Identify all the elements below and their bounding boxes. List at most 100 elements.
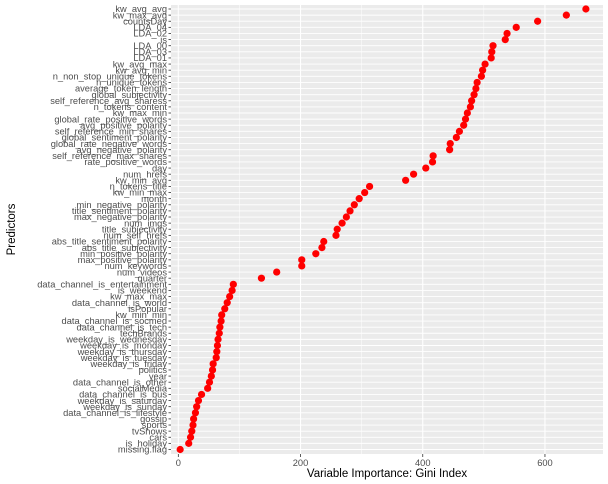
y-tick-label: LDA_03 [133,47,167,57]
importance-point [217,317,225,325]
importance-point [194,396,203,405]
importance-point [489,42,497,50]
y-tick-label: is [160,35,167,45]
y-tick-label: self_reference_max_shares [52,151,167,161]
importance-point [193,403,201,411]
y-tick-label: sports [142,420,168,430]
importance-point [350,201,358,209]
y-tick-label: num_hrefs [123,169,167,179]
importance-point [298,256,306,264]
y-tick-label: politics [139,365,168,375]
importance-point [298,262,306,270]
importance-point [176,445,184,454]
importance-point [191,409,200,417]
y-tick-label: weekday_is_saturday [77,396,168,406]
x-tick-label: 400 [415,458,431,468]
grid-lines [171,5,603,454]
importance-point [534,17,542,25]
y-tick-label: kw_max_avg [113,10,167,20]
y-tick-label: self_reference_avg_sharess [50,96,167,106]
importance-point [463,109,471,117]
importance-point [503,29,511,38]
data-points [176,5,590,454]
importance-point [213,341,222,350]
importance-point [186,433,195,441]
y-tick-label: title_subjectivity [102,224,167,234]
importance-point [477,72,486,80]
importance-point [204,384,212,392]
importance-point [338,219,346,227]
y-tick-label: global_subjectivity [92,90,168,100]
importance-point [213,348,221,356]
importance-point [461,115,470,123]
importance-point [197,390,206,399]
y-tick-label: missing.flag [118,445,167,455]
y-tick-label: global_rate_negative_words [51,139,168,149]
y-tick-label: techBrands [120,328,167,338]
importance-point [226,292,234,301]
y-tick-label: month [141,194,167,204]
importance-point [209,360,217,368]
y-tick-label: kw_min_max [113,188,168,198]
y-tick-label: weekday_is_wednesday [65,335,167,345]
y-tick-label: quarter [138,273,167,283]
y-tick-label: kw_min_avg [115,176,167,186]
importance-point [215,329,223,337]
importance-point [332,231,340,239]
importance-point [466,103,475,111]
y-tick-label: average_token_length [75,84,167,94]
y-tick-label: abs_title_subjectivity [82,243,168,253]
y-tick-label: LDA_04 [133,23,167,33]
y-tick-label: n_tokens_title [110,182,167,192]
importance-point [207,372,215,380]
y-tick-label: data_channel_is_lifestyle [63,408,167,418]
y-tick-label: num_videos [117,267,167,277]
importance-point [189,421,197,429]
importance-point [429,152,437,160]
importance-point [582,5,590,13]
y-tick-label: LDA_01 [133,53,167,63]
importance-point [229,280,237,288]
importance-point [473,78,481,87]
x-tick-label: 600 [537,458,553,468]
y-tick-label: data_channel_is_bus [79,390,167,400]
importance-point [501,35,509,44]
importance-point [512,23,520,31]
y-tick-label: global_sentiment_polarity [62,133,168,143]
y-tick-label: gossip [140,414,167,424]
y-tick-label: data_channel_is_other [73,377,167,387]
y-tick-label: is_holiday [126,439,168,449]
y-tick-label: n_non_stop_unique_tokens [53,71,168,81]
y-tick-labels: kw_avg_avgkw_max_avgcountsDayLDA_04LDA_0… [37,4,171,455]
importance-point [452,133,460,142]
y-tick-label: min_negative_polarity [77,200,168,210]
importance-point [190,415,198,423]
y-tick-label: kw_min_min [115,310,167,320]
y-tick-label: global_rate_positive_words [54,114,167,124]
importance-point [212,354,220,362]
y-tick-label: data_channel_is_world [72,298,167,308]
y-tick-label: num_keywords [104,261,167,271]
y-tick-label: socialMedia [118,384,168,394]
y-tick-label: min_positive_polarity [80,249,167,259]
y-tick-label: LDA_00 [133,41,167,51]
importance-point [333,225,341,233]
importance-point [481,60,489,68]
importance-point [188,427,196,435]
y-tick-label: isPopular [128,304,167,314]
importance-point [216,323,224,331]
y-tick-label: kw_avg_avg [115,4,167,14]
y-tick-label: n_unique_tokens [96,78,167,88]
importance-point [428,158,437,166]
importance-point [346,207,354,215]
importance-point [488,48,496,56]
importance-point [446,139,454,148]
x-axis-title: Variable Importance: Gini Index [307,468,467,480]
y-tick-label: num_self_hrefs [103,231,167,241]
y-tick-label: max_positive_polarity [78,255,168,265]
importance-point [205,378,214,386]
y-tick-label: kw_avg_min [115,65,167,75]
importance-point [472,84,480,93]
importance-point [228,286,236,295]
importance-point [455,127,464,135]
